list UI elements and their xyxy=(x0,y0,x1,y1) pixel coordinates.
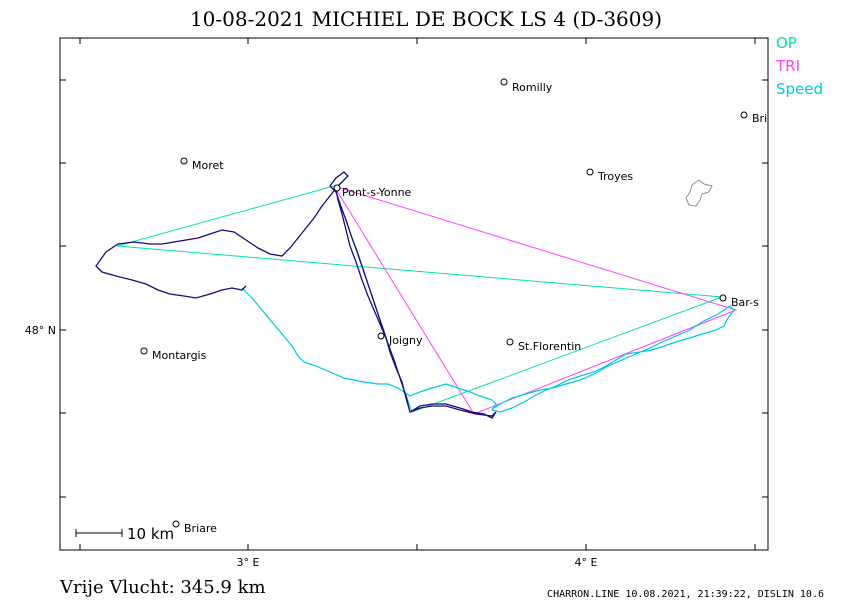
town-label: Briare xyxy=(184,522,217,535)
town-marker xyxy=(719,294,727,302)
town-marker xyxy=(506,338,514,346)
town-marker xyxy=(740,111,748,119)
town-marker xyxy=(172,520,180,528)
town-marker xyxy=(180,157,188,165)
legend-speed: Speed xyxy=(776,80,823,98)
town-joigny: Joigny xyxy=(377,332,423,347)
town-marker xyxy=(586,168,594,176)
x-tick-label-4e: 4° E xyxy=(575,556,598,569)
town-st-florentin: St.Florentin xyxy=(506,338,581,353)
town-label: Romilly xyxy=(512,81,553,94)
town-briare: Briare xyxy=(172,520,217,535)
town-montargis: Montargis xyxy=(140,347,207,362)
flight-track xyxy=(95,171,497,419)
legend-tri: TRI xyxy=(775,57,800,75)
map-frame xyxy=(59,37,769,551)
town-label: Bri xyxy=(752,112,767,125)
town-marker xyxy=(140,347,148,355)
town-troyes: Troyes xyxy=(586,168,633,183)
town-label: Joigny xyxy=(388,334,423,347)
town-moret: Moret xyxy=(180,157,224,172)
town-pont-s-yonne: Pont-s-Yonne xyxy=(333,184,412,199)
y-tick-label-48n: 48° N xyxy=(25,324,56,337)
speed-track xyxy=(241,287,735,413)
x-tick-label-3e: 3° E xyxy=(237,556,260,569)
town-label: Moret xyxy=(192,159,224,172)
town-marker xyxy=(333,184,341,192)
town-marker xyxy=(377,332,385,340)
town-label: Troyes xyxy=(597,170,633,183)
town-bri: Bri xyxy=(740,111,767,125)
town-romilly: Romilly xyxy=(500,78,553,94)
town-label: Bar-s xyxy=(731,296,759,309)
tick-marks xyxy=(60,38,768,550)
scale-bar: 10 km xyxy=(75,525,174,543)
legend-op: OP xyxy=(776,34,797,52)
tri-route xyxy=(333,185,738,415)
town-label: St.Florentin xyxy=(518,340,581,353)
town-label: Montargis xyxy=(152,349,207,362)
free-flight-distance: Vrije Vlucht: 345.9 km xyxy=(59,577,266,598)
town-bar-s: Bar-s xyxy=(719,294,759,309)
software-credit: CHARRON.LINE 10.08.2021, 21:39:22, DISLI… xyxy=(547,589,824,600)
op-route xyxy=(116,185,723,413)
town-marker xyxy=(500,78,508,86)
map-title: 10-08-2021 MICHIEL DE BOCK LS 4 (D-3609) xyxy=(190,7,662,31)
town-label: Pont-s-Yonne xyxy=(342,186,412,199)
scale-bar-label: 10 km xyxy=(127,525,174,543)
lake-outline xyxy=(685,179,713,207)
